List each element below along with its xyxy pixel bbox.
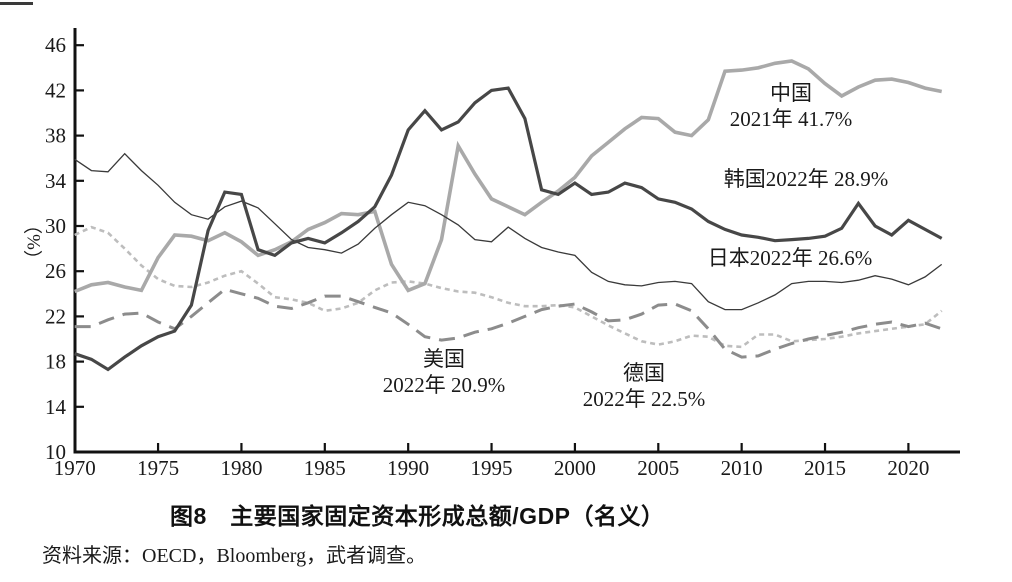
annotation-germany-value: 2022年 22.5%	[582, 387, 706, 411]
annotation-japan: 日本2022年 26.6%	[708, 245, 873, 271]
x-tick-label: 2015	[804, 456, 846, 480]
line-chart: 10 14 18 22 26 30 34 38 42 46 1970 1975 1980 1985 1990…	[23, 28, 960, 480]
y-tick-label: 38	[45, 124, 66, 148]
x-tick-label: 1980	[220, 456, 262, 480]
annotation-usa-name: 美国	[423, 347, 465, 371]
x-tick-label: 2005	[637, 456, 679, 480]
x-tick-label: 2010	[721, 456, 763, 480]
y-tick-label: 26	[45, 259, 66, 283]
series-korea	[74, 86, 943, 372]
x-tick-label: 1985	[304, 456, 346, 480]
annotation-china: 中国 2021年 41.7%	[730, 80, 853, 132]
x-tick-label: 1990	[387, 456, 429, 480]
y-tick-label: 10	[45, 440, 66, 464]
x-tick-label: 2020	[887, 456, 929, 480]
x-tick-label: 1975	[137, 456, 179, 480]
y-tick-label: 18	[45, 350, 66, 374]
annotation-germany: 德国 2022年 22.5%	[583, 360, 706, 412]
x-tick-label: 1970	[54, 456, 96, 480]
figure-caption: 图8 主要国家固定资本形成总额/GDP（名义）	[170, 503, 665, 529]
y-tick-label: 34	[45, 169, 67, 193]
x-tick-label: 1995	[471, 456, 513, 480]
annotation-china-value: 2021年 41.7%	[729, 107, 853, 131]
y-tick-label: 42	[45, 78, 66, 102]
series-usa	[74, 287, 943, 359]
annotation-korea: 韩国2022年 28.9%	[724, 166, 889, 192]
series-japan	[74, 152, 943, 311]
y-axis-unit-label: （%）	[23, 215, 45, 269]
page-edge-rule	[0, 2, 33, 5]
x-tick-label: 2000	[554, 456, 596, 480]
source-note: 资料来源：OECD，Bloomberg，武者调查。	[42, 545, 427, 567]
y-tick-label: 46	[45, 33, 66, 57]
annotation-china-name: 中国	[770, 81, 812, 105]
annotation-usa-value: 2022年 20.9%	[382, 373, 506, 397]
annotation-germany-name: 德国	[623, 361, 665, 385]
annotation-japan-value: 日本2022年 26.6%	[707, 246, 873, 270]
y-tick-label: 14	[45, 395, 67, 419]
y-tick-label: 22	[45, 304, 66, 328]
annotation-korea-value: 韩国2022年 28.9%	[723, 167, 889, 191]
series-china	[74, 59, 943, 294]
annotation-usa: 美国 2022年 20.9%	[383, 346, 506, 398]
y-tick-label: 30	[45, 214, 66, 238]
series-germany	[74, 225, 943, 349]
